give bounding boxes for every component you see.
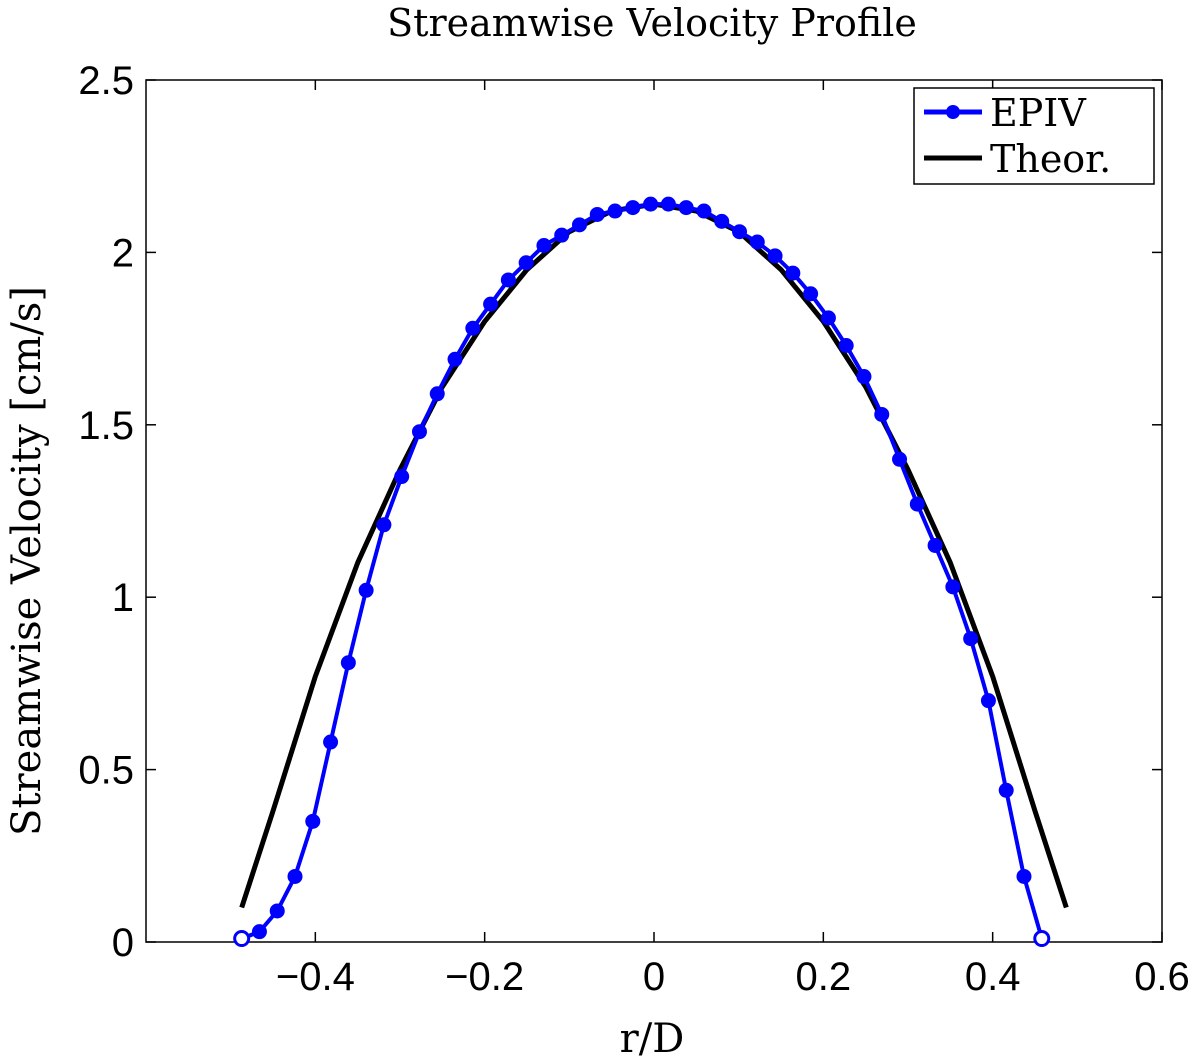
y-tick-label: 0	[112, 921, 134, 965]
series-epiv-point	[892, 451, 908, 467]
series-epiv-point	[874, 406, 890, 422]
series-epiv-point	[376, 517, 392, 533]
series-layer	[233, 196, 1069, 948]
series-epiv-point	[767, 248, 783, 264]
y-tick-label: 1.5	[78, 404, 134, 448]
series-epiv-point	[909, 496, 925, 512]
series-epiv-point	[305, 813, 321, 829]
y-tick-label: 2	[112, 231, 134, 275]
series-epiv-point	[340, 655, 356, 671]
series-epiv-point	[696, 203, 712, 219]
series-epiv-point	[998, 782, 1014, 798]
series-epiv-point	[358, 582, 374, 598]
legend-epiv-marker	[946, 105, 960, 119]
y-tick-label: 1	[112, 576, 134, 620]
series-theor-line	[239, 201, 1069, 909]
x-tick-label: 0.6	[1134, 955, 1190, 999]
series-epiv-point	[394, 469, 410, 485]
series-epiv-line	[240, 202, 1044, 941]
series-epiv-point	[1016, 868, 1032, 884]
series-epiv-point	[554, 227, 570, 243]
series-epiv-point	[447, 351, 463, 367]
series-epiv-point	[945, 579, 961, 595]
series-epiv-point	[714, 213, 730, 229]
x-tick-label: 0.2	[796, 955, 852, 999]
chart-title: Streamwise Velocity Profile	[387, 1, 917, 45]
legend: EPIV Theor.	[913, 87, 1155, 185]
legend-epiv-label: EPIV	[990, 91, 1086, 135]
x-axis-label: r/D	[620, 1016, 685, 1058]
series-epiv-point	[927, 537, 943, 553]
series-epiv-point	[323, 734, 339, 750]
series-epiv-point	[785, 265, 801, 281]
series-epiv-point	[838, 337, 854, 353]
x-tick-label: 0	[643, 955, 665, 999]
series-epiv-point	[483, 296, 499, 312]
series-epiv-point	[660, 196, 676, 212]
series-epiv-point	[820, 310, 836, 326]
series-epiv-point	[749, 234, 765, 250]
series-epiv-point	[251, 924, 267, 940]
series-epiv-point	[678, 200, 694, 216]
series-epiv-point	[856, 369, 872, 385]
series-epiv-point	[571, 217, 587, 233]
tick-labels: −0.4 −0.2 0 0.2 0.4 0.6 0 0.5 1 1.5 2 2.5	[78, 59, 1189, 999]
series-epiv-point	[607, 203, 623, 219]
series-epiv-point	[643, 196, 659, 212]
series-epiv-point	[1033, 930, 1051, 948]
series-epiv-point	[465, 320, 481, 336]
series-epiv-point	[625, 200, 641, 216]
legend-box	[913, 87, 1155, 185]
series-epiv-point	[429, 386, 445, 402]
series-epiv-point	[411, 424, 427, 440]
series-epiv-point	[589, 206, 605, 222]
series-epiv-point	[803, 286, 819, 302]
series-epiv-point	[269, 903, 285, 919]
series-epiv-point	[500, 272, 516, 288]
series-epiv-point	[980, 693, 996, 709]
y-axis-label: Streamwise Velocity [cm/s]	[4, 286, 50, 836]
series-epiv-point	[536, 238, 552, 254]
series-epiv-point	[963, 631, 979, 647]
series-epiv-point	[233, 930, 251, 948]
series-epiv-point	[287, 868, 303, 884]
x-tick-label: −0.4	[276, 955, 355, 999]
x-tick-label: 0.4	[965, 955, 1021, 999]
series-epiv-point	[518, 255, 534, 271]
y-tick-label: 2.5	[78, 59, 134, 103]
x-tick-label: −0.2	[445, 955, 524, 999]
y-tick-label: 0.5	[78, 749, 134, 793]
legend-theor-label: Theor.	[990, 137, 1111, 181]
series-epiv-point	[732, 224, 748, 240]
